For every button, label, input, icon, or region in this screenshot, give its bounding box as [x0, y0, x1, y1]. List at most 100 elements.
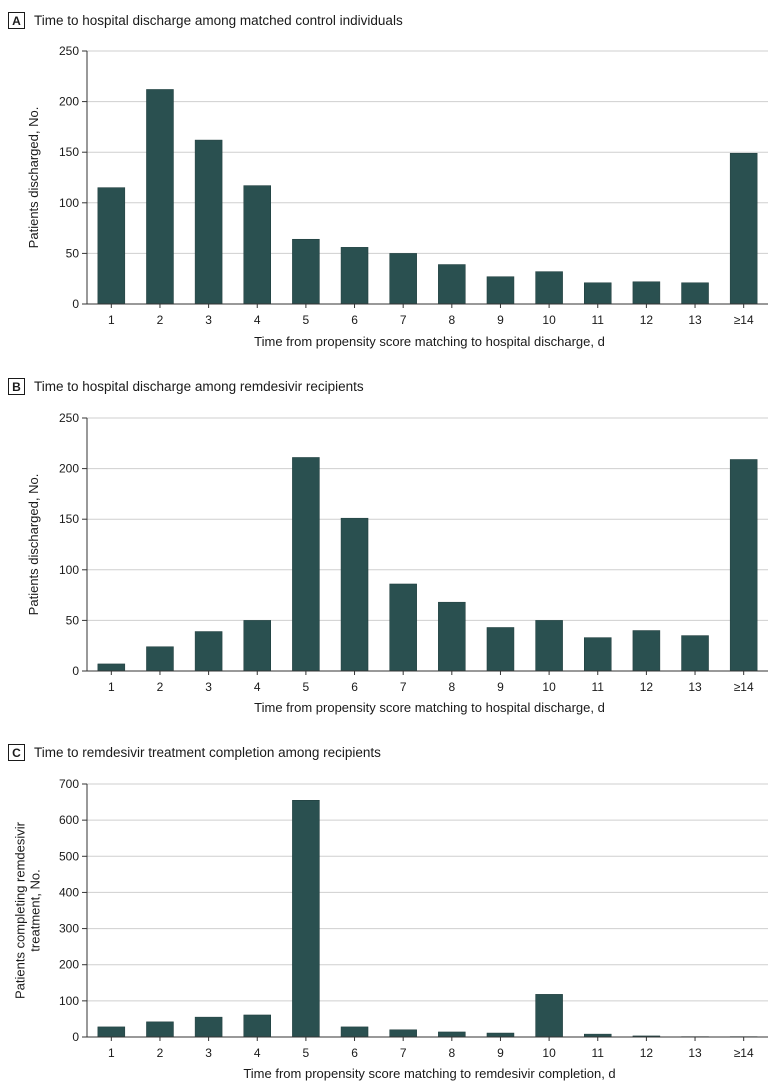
- y-tick-label: 600: [59, 813, 79, 827]
- x-tick-label: 2: [157, 680, 164, 694]
- x-tick-label: 8: [448, 1046, 455, 1060]
- y-tick-label: 250: [59, 411, 79, 425]
- x-tick-label: 2: [157, 1046, 164, 1060]
- x-tick-label: 13: [688, 680, 702, 694]
- bar: [97, 1026, 126, 1038]
- bar: [243, 185, 271, 305]
- bar: [632, 630, 661, 672]
- y-tick-label: 0: [72, 1030, 79, 1044]
- bar: [340, 1026, 369, 1038]
- x-tick-label: 4: [254, 313, 261, 327]
- bar: [535, 994, 563, 1038]
- bar: [438, 1031, 466, 1038]
- x-tick-label: 7: [400, 1046, 407, 1060]
- bar: [243, 1014, 271, 1038]
- x-tick-label: 8: [448, 313, 455, 327]
- x-tick-label: 2: [157, 313, 164, 327]
- bar: [292, 238, 320, 305]
- x-tick-label: 8: [448, 680, 455, 694]
- x-tick-label: 12: [640, 680, 654, 694]
- x-axis-title: Time from propensity score matching to r…: [243, 1066, 615, 1081]
- x-tick-label: 4: [254, 680, 261, 694]
- bar: [486, 1032, 515, 1038]
- x-tick-label: 7: [400, 680, 407, 694]
- x-tick-label: 9: [497, 1046, 504, 1060]
- chart-title: Time to hospital discharge among remdesi…: [34, 379, 364, 394]
- y-tick-label: 500: [59, 849, 79, 863]
- bar: [97, 187, 126, 305]
- bar: [194, 631, 223, 672]
- panel-letter: B: [8, 378, 25, 395]
- bar: [584, 282, 612, 305]
- y-tick-label: 200: [59, 958, 79, 972]
- y-axis-title: Patients discharged, No.: [26, 474, 41, 616]
- x-tick-label: 1: [108, 1046, 115, 1060]
- x-tick-label: 6: [351, 313, 358, 327]
- bar: [584, 637, 612, 672]
- x-tick-label: 3: [205, 680, 212, 694]
- y-tick-label: 50: [66, 246, 80, 260]
- y-tick-label: 150: [59, 145, 79, 159]
- x-tick-label: ≥14: [734, 313, 754, 327]
- y-tick-label: 700: [59, 777, 79, 791]
- bar: [681, 635, 709, 672]
- bar: [389, 253, 417, 305]
- x-tick-label: 11: [592, 1046, 605, 1060]
- x-tick-label: 12: [640, 1046, 654, 1060]
- bar: [535, 271, 563, 305]
- x-tick-label: ≥14: [734, 1046, 754, 1060]
- x-tick-label: 5: [303, 680, 310, 694]
- bar: [632, 281, 661, 305]
- panel-header: C Time to remdesivir treatment completio…: [8, 744, 381, 761]
- y-tick-label: 200: [59, 95, 79, 109]
- chart-title: Time to hospital discharge among matched…: [34, 13, 403, 28]
- x-tick-label: 12: [640, 313, 654, 327]
- x-tick-label: 5: [303, 1046, 310, 1060]
- x-tick-label: 1: [108, 313, 115, 327]
- bar: [486, 276, 515, 305]
- y-tick-label: 150: [59, 512, 79, 526]
- x-tick-label: 4: [254, 1046, 261, 1060]
- bar: [729, 459, 758, 672]
- bar: [438, 264, 466, 305]
- panel-a: A Time to hospital discharge among match…: [0, 0, 780, 366]
- x-tick-label: 13: [688, 313, 702, 327]
- y-tick-label: 0: [72, 297, 79, 311]
- y-tick-label: 200: [59, 462, 79, 476]
- bar: [194, 139, 223, 305]
- y-axis-title: treatment, No.: [28, 869, 43, 951]
- y-tick-label: 0: [72, 664, 79, 678]
- bar: [340, 247, 369, 305]
- x-tick-label: 9: [497, 313, 504, 327]
- bar: [681, 282, 709, 305]
- x-tick-label: 6: [351, 1046, 358, 1060]
- x-tick-label: 3: [205, 313, 212, 327]
- x-tick-label: 9: [497, 680, 504, 694]
- panel-header: A Time to hospital discharge among match…: [8, 12, 403, 29]
- bar: [194, 1016, 223, 1038]
- bar: [389, 1029, 417, 1038]
- x-axis-title: Time from propensity score matching to h…: [254, 700, 605, 715]
- x-tick-label: 6: [351, 680, 358, 694]
- y-tick-label: 300: [59, 922, 79, 936]
- panel-header: B Time to hospital discharge among remde…: [8, 378, 364, 395]
- y-tick-label: 100: [59, 994, 79, 1008]
- x-tick-label: 3: [205, 1046, 212, 1060]
- y-axis-title: Patients completing remdesivir: [13, 821, 28, 999]
- y-tick-label: 400: [59, 885, 79, 899]
- bar: [146, 646, 174, 672]
- y-tick-label: 250: [59, 44, 79, 58]
- bar: [389, 583, 417, 672]
- x-axis-title: Time from propensity score matching to h…: [254, 334, 605, 349]
- bar: [340, 517, 369, 672]
- x-tick-label: 1: [108, 680, 115, 694]
- panel-letter: A: [8, 12, 25, 29]
- x-tick-label: 11: [592, 313, 605, 327]
- y-axis-title: Patients discharged, No.: [26, 107, 41, 249]
- bar: [292, 457, 320, 672]
- y-tick-label: 100: [59, 563, 79, 577]
- bar: [438, 601, 466, 672]
